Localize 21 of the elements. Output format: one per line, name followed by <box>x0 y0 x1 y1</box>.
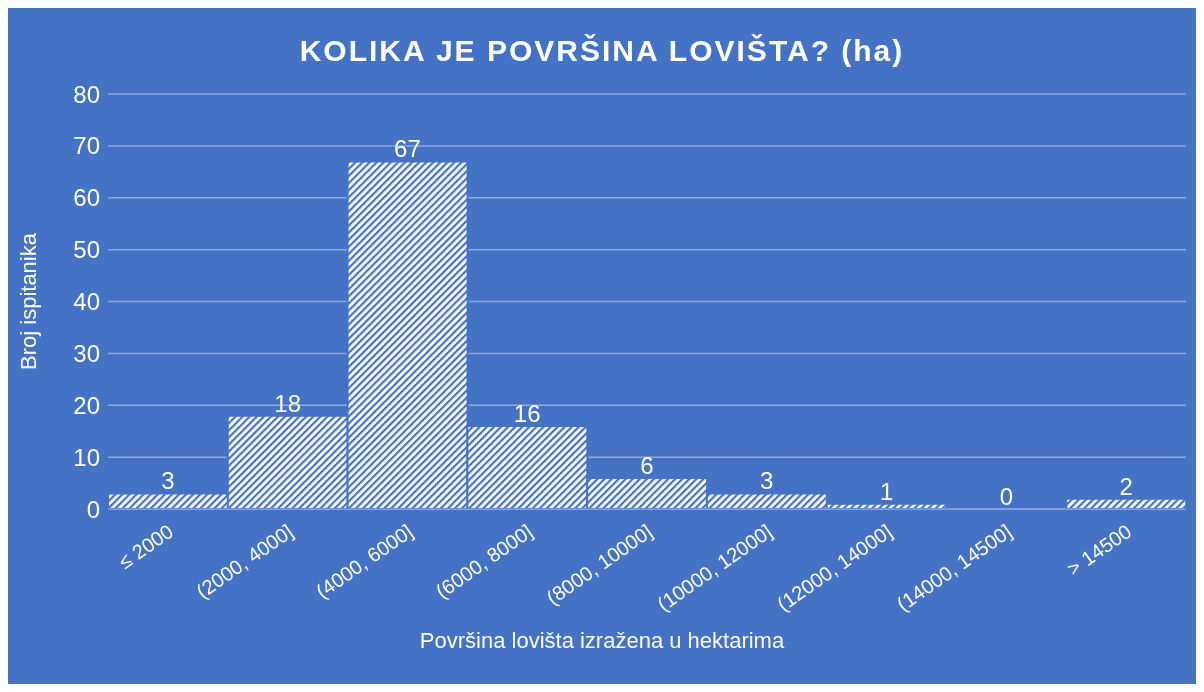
data-label: 0 <box>999 483 1014 510</box>
y-tick-label: 50 <box>73 236 100 264</box>
y-tick-label: 80 <box>73 80 100 108</box>
x-axis-title: Površina lovišta izražena u hektarima <box>418 628 786 654</box>
y-tick-label: 60 <box>73 184 100 212</box>
y-tick-label: 70 <box>73 132 100 160</box>
y-axis-title: Broj ispitanika <box>15 232 41 370</box>
y-tick-label: 30 <box>73 339 100 367</box>
data-label: 67 <box>394 135 421 163</box>
y-tick-label: 20 <box>73 391 100 419</box>
data-label: 6 <box>640 451 654 479</box>
y-tick-label: 0 <box>86 495 100 523</box>
data-label: 18 <box>274 389 302 417</box>
data-label: 3 <box>161 467 175 495</box>
data-label: 16 <box>513 400 541 427</box>
data-label: 3 <box>760 467 774 495</box>
chart-title: KOLIKA JE POVRŠINA LOVIŠTA? (ha) <box>299 34 905 67</box>
y-tick-label: 40 <box>73 288 100 316</box>
data-label: 1 <box>879 477 894 505</box>
y-tick-label: 10 <box>73 443 100 471</box>
data-label: 2 <box>1119 472 1133 500</box>
